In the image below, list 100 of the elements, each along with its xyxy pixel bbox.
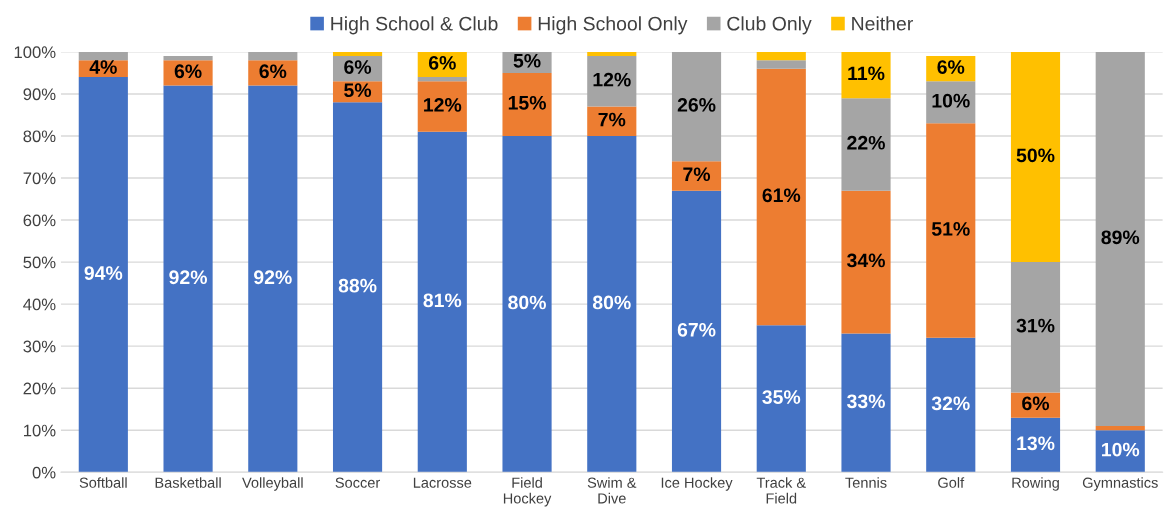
data-label: 10%	[1102, 442, 1140, 457]
x-tick-label: Track & Field	[756, 477, 806, 504]
bar	[671, 190, 722, 473]
bar	[417, 81, 467, 132]
bar	[1010, 51, 1061, 263]
data-label: 12%	[424, 98, 462, 112]
data-label: 5%	[344, 83, 372, 98]
y-tick-label: 20%	[23, 382, 56, 395]
data-label: 80%	[592, 295, 631, 310]
y-tick-label: 30%	[23, 340, 56, 353]
bar	[841, 190, 891, 334]
data-label: 31%	[1016, 318, 1055, 333]
data-label: 81%	[423, 293, 462, 308]
data-label: 35%	[762, 390, 801, 404]
bar	[78, 51, 128, 61]
data-label: 6%	[428, 55, 456, 70]
x-tick-label: Soccer	[335, 477, 380, 488]
y-tick-label: 70%	[23, 172, 56, 185]
data-label: 22%	[847, 135, 885, 150]
bar	[587, 56, 637, 107]
bar	[163, 85, 213, 473]
bar	[417, 77, 467, 82]
data-label: 32%	[931, 396, 970, 411]
data-label: 51%	[931, 222, 970, 236]
y-tick-label: 0%	[32, 466, 56, 479]
data-label: 92%	[254, 270, 292, 285]
legend-label: High School & Club	[331, 16, 498, 35]
bar	[926, 123, 976, 338]
bar	[587, 135, 637, 473]
bar	[502, 135, 552, 473]
y-tick-label: 80%	[23, 130, 56, 143]
bar	[1095, 426, 1145, 431]
data-label: 4%	[89, 60, 117, 74]
y-tick-label: 90%	[23, 88, 56, 101]
data-label: 6%	[259, 64, 287, 79]
x-tick-label: Swim & Dive	[587, 477, 637, 504]
x-tick-label: Gymnastics	[1082, 477, 1158, 491]
bar	[163, 56, 213, 61]
data-label: 5%	[513, 53, 541, 68]
bar	[1010, 417, 1061, 473]
data-label: 94%	[84, 266, 123, 280]
data-label: 15%	[508, 95, 546, 110]
y-tick-label: 100%	[14, 46, 56, 59]
data-label: 67%	[677, 322, 716, 337]
bar	[841, 51, 891, 99]
data-label: 7%	[598, 112, 626, 127]
data-label: 89%	[1101, 230, 1140, 245]
bar	[841, 333, 891, 473]
bar	[841, 98, 891, 191]
x-tick-label: Softball	[79, 477, 127, 488]
bar	[1010, 262, 1061, 393]
x-tick-label: Basketball	[155, 477, 221, 488]
bar	[163, 60, 213, 86]
data-label: 6%	[1022, 396, 1050, 411]
data-label: 6%	[344, 60, 372, 74]
data-label: 50%	[1016, 148, 1055, 163]
bar	[502, 72, 552, 136]
data-label: 26%	[677, 98, 716, 112]
y-tick-label: 40%	[23, 298, 56, 311]
data-label: 13%	[1017, 436, 1055, 451]
legend-label: Club Only	[727, 16, 812, 35]
legend-label: Neither	[852, 16, 913, 31]
bar	[671, 51, 722, 162]
y-tick-label: 50%	[23, 256, 56, 269]
data-label: 6%	[937, 60, 965, 74]
bar	[756, 60, 806, 69]
data-label: 33%	[847, 394, 885, 409]
bar	[587, 51, 637, 57]
x-tick-label: Rowing	[1012, 477, 1059, 491]
data-label: 80%	[508, 295, 546, 310]
bar	[248, 85, 298, 473]
bar	[756, 325, 806, 473]
data-label: 11%	[848, 66, 885, 81]
data-label: 61%	[762, 188, 801, 203]
x-tick-label: Tennis	[845, 477, 887, 488]
x-tick-label: Volleyball	[242, 477, 303, 491]
bar	[1095, 51, 1145, 427]
data-label: 92%	[169, 270, 208, 285]
data-label: 12%	[593, 72, 631, 87]
bar	[248, 51, 298, 61]
x-tick-label: Lacrosse	[413, 477, 472, 488]
bar	[332, 51, 383, 57]
data-label: 10%	[932, 93, 970, 108]
bar	[332, 102, 383, 473]
bar	[417, 131, 467, 473]
x-tick-label: Field Hockey	[503, 477, 552, 507]
bar	[756, 51, 806, 61]
x-tick-label: Golf	[938, 477, 965, 488]
y-tick-label: 60%	[23, 214, 56, 227]
y-tick-label: 10%	[24, 424, 56, 437]
x-tick-label: Ice Hockey	[661, 477, 733, 491]
bar	[926, 337, 976, 473]
legend-label: High School Only	[538, 16, 688, 35]
data-label: 6%	[174, 64, 202, 79]
bar	[756, 68, 806, 326]
data-label: 34%	[847, 253, 885, 268]
bar	[671, 161, 722, 191]
bar	[78, 77, 128, 473]
data-label: 88%	[338, 278, 377, 293]
data-label: 7%	[683, 167, 711, 182]
